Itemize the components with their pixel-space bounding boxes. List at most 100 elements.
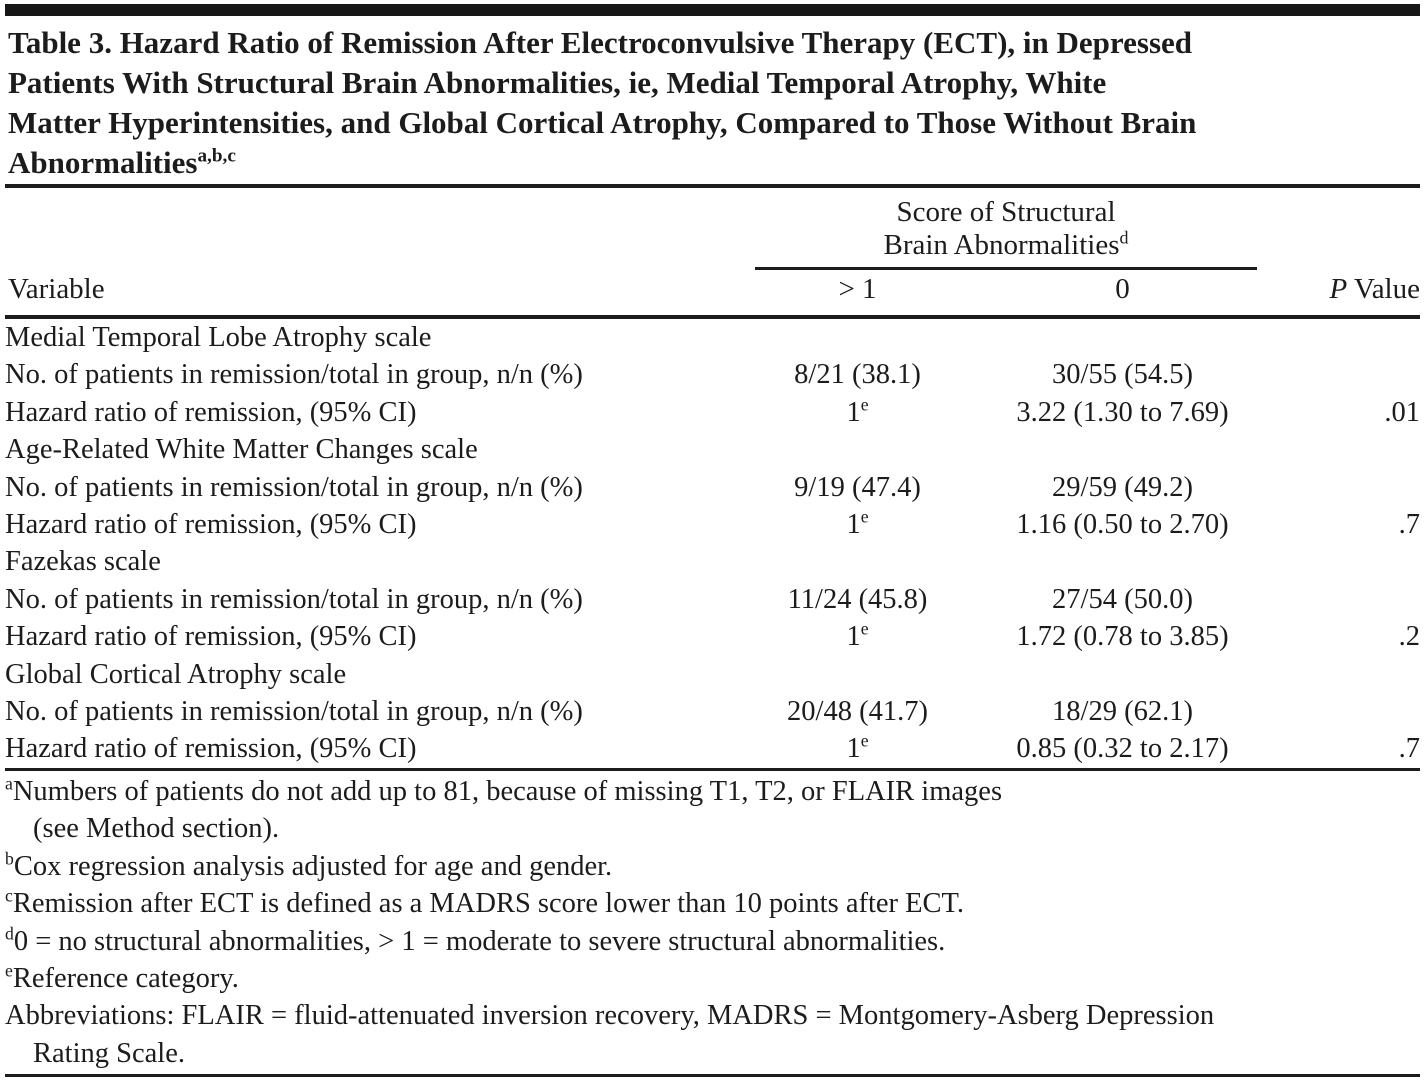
cell-zero: 0.85 (0.32 to 2.17)	[1016, 733, 1229, 765]
section-name: Age-Related White Matter Changes scale	[5, 434, 478, 466]
footnote-marker: b	[5, 848, 14, 869]
footnote-marker: d	[5, 923, 14, 943]
cell-gt1: 11/24 (45.8)	[787, 583, 928, 615]
title-divider-rule	[5, 184, 1420, 188]
footnote-a: aNumbers of patients do not add up to 81…	[5, 773, 1420, 848]
footnote-d: d0 = no structural abnormalities, > 1 = …	[5, 923, 1420, 960]
cell-p-value: .7	[1398, 733, 1421, 765]
row-label: No. of patients in remission/total in gr…	[5, 583, 583, 615]
p-value-rest: Value	[1347, 273, 1420, 305]
row-label: No. of patients in remission/total in gr…	[5, 359, 583, 391]
spanner-line-2-text: Brain Abnormalities	[883, 229, 1120, 261]
cell-gt1: 9/19 (47.4)	[794, 471, 921, 503]
footnote-text: Cox regression analysis adjusted for age…	[13, 850, 613, 882]
spanner-footnote-marker: d	[1119, 227, 1129, 248]
footnote-b: bCox regression analysis adjusted for ag…	[5, 848, 1420, 885]
header-divider-rule	[5, 315, 1420, 319]
cell-zero: 18/29 (62.1)	[1052, 696, 1193, 728]
section-row: Global Cortical Atrophy scale	[5, 656, 1420, 693]
cell-p-value: .01	[1384, 396, 1421, 428]
cell-zero: 27/54 (50.0)	[1052, 583, 1193, 615]
table-title-line-2: Patients With Structural Brain Abnormali…	[8, 65, 1107, 100]
footnote-c: cRemission after ECT is defined as a MAD…	[5, 885, 1420, 922]
table-title-line-4: Abnormalitiesa,b,c	[8, 143, 1420, 183]
spanner-line-1: Score of Structural	[896, 196, 1116, 228]
table-row: Hazard ratio of remission, (95% CI) 1e 0…	[5, 730, 1420, 767]
row-label: Hazard ratio of remission, (95% CI)	[5, 621, 417, 653]
section-row: Age-Related White Matter Changes scale	[5, 431, 1420, 468]
reference-footnote-marker: e	[860, 730, 869, 751]
spanner-line-2: Brain Abnormalitiesd	[755, 227, 1257, 262]
row-label: No. of patients in remission/total in gr…	[5, 471, 583, 503]
cell-gt1: 20/48 (41.7)	[787, 696, 928, 728]
cell-gt1: 1e	[755, 730, 960, 767]
reference-value: 1	[846, 396, 861, 428]
table-row: No. of patients in remission/total in gr…	[5, 469, 1420, 506]
footnote-text: 0 = no structural abnormalities, > 1 = m…	[13, 925, 946, 957]
table-title-footnote-markers: a,b,c	[197, 145, 236, 167]
column-header-p-value: P Value	[1285, 270, 1420, 315]
table-row: No. of patients in remission/total in gr…	[5, 356, 1420, 393]
row-label: No. of patients in remission/total in gr…	[5, 696, 583, 728]
cell-p-value	[1285, 356, 1420, 393]
reference-footnote-marker: e	[860, 506, 869, 527]
footnote-marker: c	[5, 885, 13, 906]
cell-zero: 29/59 (49.2)	[1052, 471, 1193, 503]
reference-value: 1	[846, 733, 861, 765]
footnote-text-continuation: (see Method section).	[33, 813, 280, 845]
table-title-line-3: Matter Hyperintensities, and Global Cort…	[8, 105, 1197, 140]
table-row: Hazard ratio of remission, (95% CI) 1e 3…	[5, 394, 1420, 431]
column-header-gt1: > 1	[838, 273, 877, 305]
reference-value: 1	[846, 621, 861, 653]
footnote-text: Abbreviations: FLAIR = fluid-attenuated …	[5, 1000, 1215, 1032]
column-header-zero: 0	[1115, 273, 1130, 305]
footnote-text: Remission after ECT is defined as a MADR…	[12, 888, 964, 920]
table-row: Hazard ratio of remission, (95% CI) 1e 1…	[5, 618, 1420, 655]
section-name: Medial Temporal Lobe Atrophy scale	[5, 322, 432, 353]
cell-gt1: 8/21 (38.1)	[794, 359, 921, 391]
column-header-variable: Variable	[8, 273, 105, 305]
top-black-bar	[5, 4, 1420, 16]
reference-footnote-marker: e	[860, 394, 869, 415]
cell-p-value	[1285, 469, 1420, 506]
section-row: Medial Temporal Lobe Atrophy scale	[5, 319, 1420, 356]
body-footnote-divider-rule	[5, 767, 1420, 771]
cell-zero: 30/55 (54.5)	[1052, 359, 1193, 391]
table-title-line-1: Table 3. Hazard Ratio of Remission After…	[8, 25, 1193, 60]
table-row: No. of patients in remission/total in gr…	[5, 693, 1420, 730]
p-value-italic-p: P	[1329, 273, 1348, 305]
section-row: Fazekas scale	[5, 543, 1420, 580]
spanner-header-score-of-structural-brain-abnormalities: Score of Structural Brain Abnormalitiesd	[755, 188, 1257, 270]
cell-gt1: 1e	[755, 394, 960, 431]
cell-gt1: 1e	[755, 618, 960, 655]
bottom-rule	[5, 1074, 1420, 1078]
data-table: Medial Temporal Lobe Atrophy scale No. o…	[5, 319, 1420, 768]
section-name: Global Cortical Atrophy scale	[5, 658, 347, 690]
row-label: Hazard ratio of remission, (95% CI)	[5, 509, 417, 541]
cell-p-value	[1285, 581, 1420, 618]
row-label: Hazard ratio of remission, (95% CI)	[5, 733, 417, 765]
footnotes: aNumbers of patients do not add up to 81…	[5, 771, 1420, 1072]
cell-zero: 1.72 (0.78 to 3.85)	[1016, 621, 1229, 653]
cell-zero: 1.16 (0.50 to 2.70)	[1016, 509, 1229, 541]
cell-p-value: .2	[1398, 621, 1421, 653]
footnote-marker: a	[5, 773, 13, 794]
cell-p-value	[1285, 693, 1420, 730]
footnote-e: eReference category.	[5, 960, 1420, 997]
cell-p-value: .7	[1398, 509, 1421, 541]
table-title: Table 3. Hazard Ratio of Remission After…	[5, 23, 1420, 183]
cell-zero: 3.22 (1.30 to 7.69)	[1016, 396, 1229, 428]
footnote-text-continuation: Rating Scale.	[33, 1037, 185, 1069]
column-header: Score of Structural Brain Abnormalitiesd…	[5, 188, 1420, 315]
table-row: Hazard ratio of remission, (95% CI) 1e 1…	[5, 506, 1420, 543]
reference-footnote-marker: e	[860, 618, 869, 639]
cell-gt1: 1e	[755, 506, 960, 543]
row-label: Hazard ratio of remission, (95% CI)	[5, 396, 417, 428]
reference-value: 1	[846, 509, 861, 541]
table-title-line-4-text: Abnormalities	[8, 145, 198, 180]
footnote-text: Numbers of patients do not add up to 81,…	[12, 775, 1003, 807]
footnote-marker: e	[5, 960, 13, 981]
footnote-text: Reference category.	[12, 962, 239, 994]
section-name: Fazekas scale	[5, 546, 161, 578]
